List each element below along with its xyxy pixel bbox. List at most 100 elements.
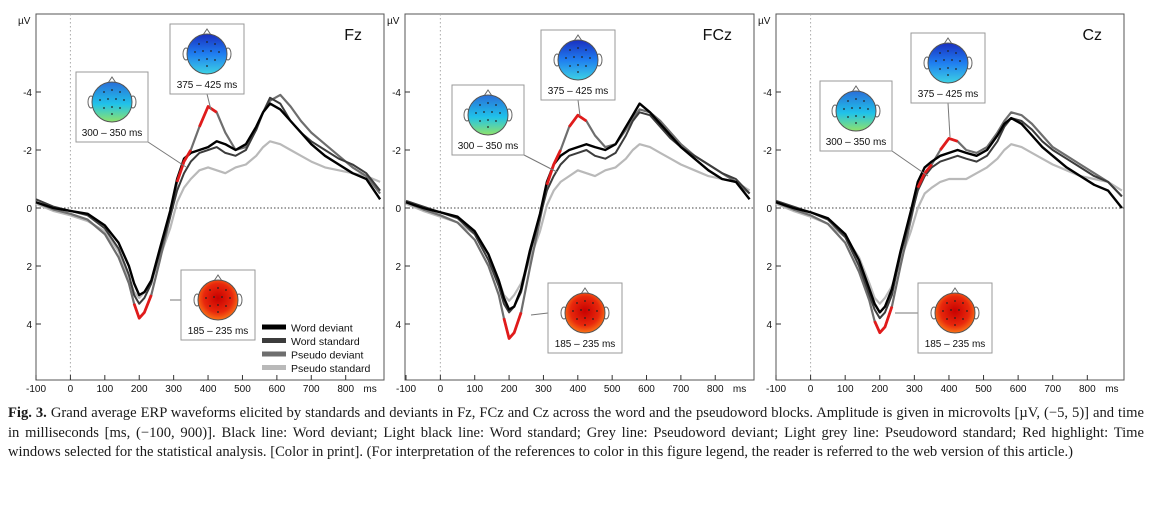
electrode-dot	[867, 108, 869, 110]
scalp-map	[927, 42, 969, 84]
plot-frame	[404, 13, 755, 381]
nose	[573, 34, 583, 42]
electrode-dot	[951, 59, 953, 61]
electrode-dot	[596, 310, 598, 312]
channel-title: Cz	[1082, 27, 1102, 44]
electrode-dot	[572, 310, 574, 312]
electrode-dot	[115, 98, 117, 100]
electrode-dot	[206, 41, 208, 43]
callout-leader	[947, 102, 951, 138]
x-tick-label: 500	[604, 384, 621, 395]
highlight-window-3	[198, 105, 218, 128]
y-tick-label: -2	[392, 146, 401, 157]
electrode-dot	[217, 311, 219, 313]
nose	[580, 287, 590, 295]
time-window-label: 300 – 350 ms	[82, 128, 143, 139]
scalp-map-callout: 185 – 235 ms	[895, 282, 993, 354]
x-tick-label: 300	[535, 384, 552, 395]
scalp-map	[91, 81, 133, 123]
callout-leader	[206, 93, 212, 111]
x-tick-label: 800	[1079, 384, 1096, 395]
electrode-dot	[475, 112, 477, 114]
x-tick-label: 200	[871, 384, 888, 395]
legend-label: Pseudo deviant	[291, 350, 363, 362]
electrode-dot	[589, 57, 591, 59]
electrode-dot	[859, 107, 861, 109]
electrode-dot	[573, 56, 575, 58]
time-window-label: 375 – 425 ms	[177, 80, 238, 91]
legend-swatch	[262, 365, 286, 370]
electrode-dot	[962, 302, 964, 304]
electrode-dot	[955, 68, 957, 70]
electrode-dot	[495, 120, 497, 122]
electrode-dot	[947, 50, 949, 52]
x-unit-label: ms	[733, 384, 746, 395]
electrode-dot	[955, 52, 957, 54]
time-window-label: 300 – 350 ms	[826, 137, 887, 148]
electrode-dot	[194, 51, 196, 53]
panel-cz: -4 -2 0 2 4 µV -100 0 100 200 300 400 500 600 700 800 ms…	[758, 13, 1125, 395]
x-tick-label: 600	[269, 384, 286, 395]
x-tick-label: 800	[337, 384, 354, 395]
nose	[213, 274, 223, 282]
nose	[107, 76, 117, 84]
electrode-dot	[847, 116, 849, 118]
time-window-label: 185 – 235 ms	[555, 339, 616, 350]
electrode-dot	[939, 52, 941, 54]
electrode-dot	[577, 64, 579, 66]
legend-label: Word standard	[291, 336, 360, 348]
electrode-dot	[209, 305, 211, 307]
electrode-dot	[103, 107, 105, 109]
scalp-map	[835, 90, 877, 132]
electrode-dot	[863, 100, 865, 102]
nose	[851, 85, 861, 93]
electrode-dot	[499, 112, 501, 114]
y-tick-label: 2	[395, 262, 401, 273]
electrode-dot	[855, 122, 857, 124]
scalp-map-callout: 375 – 425 ms	[540, 29, 616, 117]
x-tick-label: 700	[303, 384, 320, 395]
electrode-dot	[576, 302, 578, 304]
x-tick-label: 300	[906, 384, 923, 395]
x-tick-label: -100	[26, 384, 46, 395]
electrode-dot	[855, 115, 857, 117]
x-tick-label: 100	[96, 384, 113, 395]
scalp-map	[557, 39, 599, 81]
electrode-dot	[487, 126, 489, 128]
nose	[943, 37, 953, 45]
y-tick-label: 4	[766, 320, 772, 331]
series-line-word-deviant	[775, 116, 1123, 314]
electrode-dot	[225, 305, 227, 307]
highlight-window-3	[568, 113, 588, 128]
x-tick-label: 400	[200, 384, 217, 395]
y-tick-label: -4	[23, 88, 32, 99]
electrode-dot	[947, 74, 949, 76]
electrode-dot	[206, 58, 208, 60]
legend-label: Pseudo standard	[291, 363, 371, 375]
electrode-dot	[209, 289, 211, 291]
nose	[202, 28, 212, 36]
electrode-dot	[939, 68, 941, 70]
panel-fz: -4 -2 0 2 4 µV -100 0 100 200 300 400 500 600 700 800 ms…	[18, 13, 385, 395]
series-line-word-deviant	[35, 102, 382, 297]
scalp-map-callout: 300 – 350 ms	[75, 71, 187, 168]
caption-label: Fig. 3.	[8, 405, 47, 421]
electrode-dot	[495, 104, 497, 106]
electrode-dot	[581, 56, 583, 58]
electrode-dot	[487, 102, 489, 104]
electrode-dot	[966, 310, 968, 312]
x-tick-label: 700	[1044, 384, 1061, 395]
highlight-window-2	[175, 149, 193, 183]
electrode-dot	[198, 43, 200, 45]
x-tick-label: 200	[501, 384, 518, 395]
electrode-dot	[954, 300, 956, 302]
scalp-map	[197, 279, 239, 321]
legend-swatch	[262, 338, 286, 343]
electrode-dot	[119, 107, 121, 109]
electrode-dot	[218, 51, 220, 53]
electrode-dot	[217, 304, 219, 306]
x-tick-label: 400	[569, 384, 586, 395]
x-tick-label: 0	[68, 384, 74, 395]
electrode-dot	[111, 113, 113, 115]
electrode-dot	[206, 65, 208, 67]
